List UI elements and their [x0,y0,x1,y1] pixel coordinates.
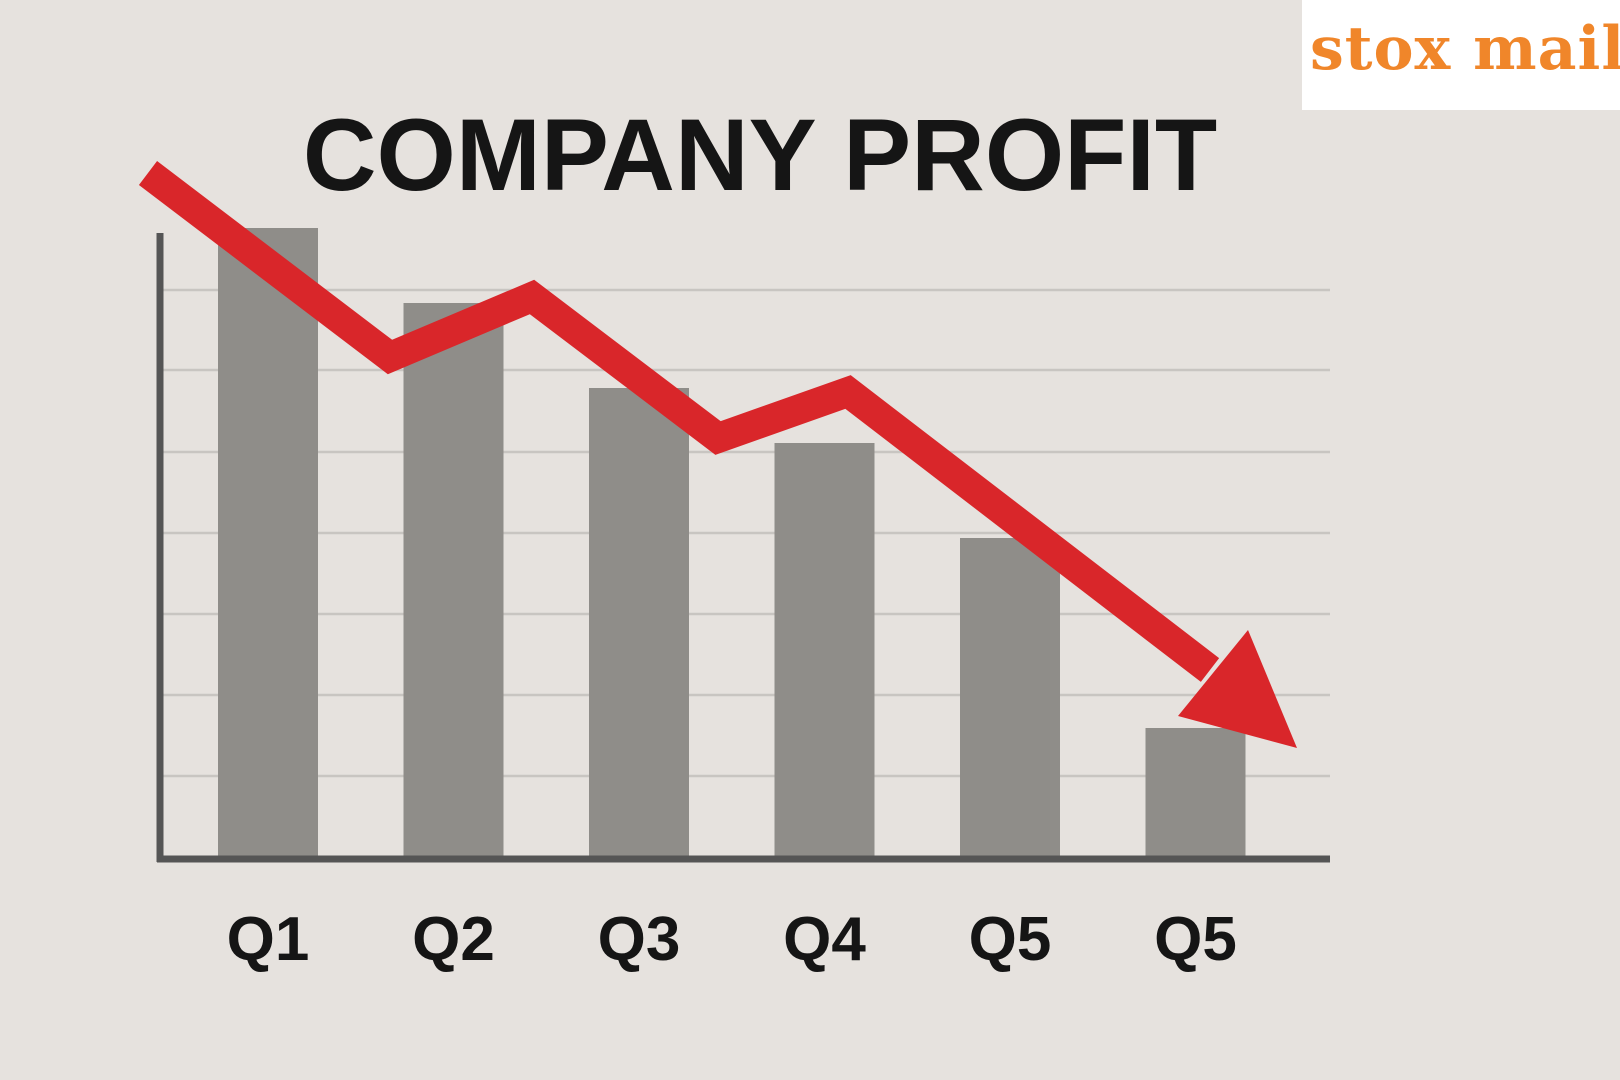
trend-arrow [138,161,1297,748]
x-tick-label-2: Q2 [412,905,495,974]
x-tick-label-6: Q5 [1154,905,1237,974]
x-tick-label-4: Q4 [783,905,866,974]
brand-name: stox mail [1310,14,1620,84]
axes [156,233,1330,863]
bar-1 [218,228,318,858]
bar-6 [1145,728,1246,858]
bar-5 [960,538,1060,858]
chart-title: COMPANY PROFIT [303,98,1217,212]
x-tick-label-1: Q1 [227,905,310,974]
bar-2 [403,303,504,858]
bar-4 [774,443,875,858]
x-tick-labels: Q1 Q2 Q3 Q4 Q5 Q5 [227,905,1237,974]
bar-3 [589,388,689,858]
brand-logo: stox mail [1302,0,1620,110]
x-tick-label-5: Q5 [969,905,1052,974]
bars [218,228,1246,858]
x-tick-label-3: Q3 [598,905,681,974]
trend-arrow-line [138,161,1220,682]
trend-arrowhead [1178,630,1297,748]
gridlines [160,288,1330,778]
